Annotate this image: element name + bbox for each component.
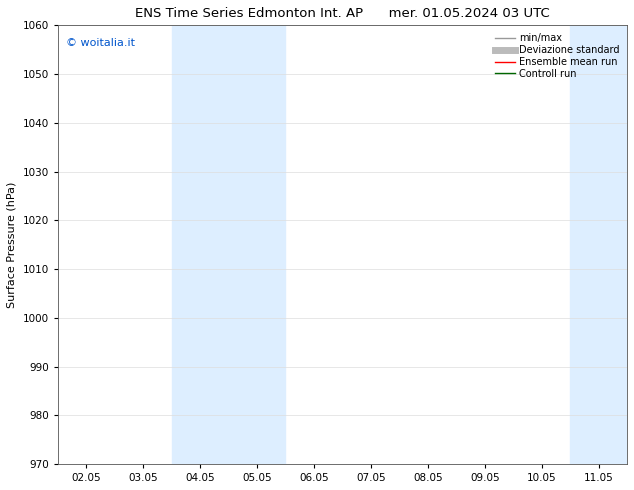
Title: ENS Time Series Edmonton Int. AP      mer. 01.05.2024 03 UTC: ENS Time Series Edmonton Int. AP mer. 01…	[135, 7, 550, 20]
Text: © woitalia.it: © woitalia.it	[67, 38, 135, 49]
Y-axis label: Surface Pressure (hPa): Surface Pressure (hPa)	[7, 181, 17, 308]
Legend: min/max, Deviazione standard, Ensemble mean run, Controll run: min/max, Deviazione standard, Ensemble m…	[493, 30, 622, 82]
Bar	[570, 25, 627, 464]
Bar	[172, 25, 285, 464]
